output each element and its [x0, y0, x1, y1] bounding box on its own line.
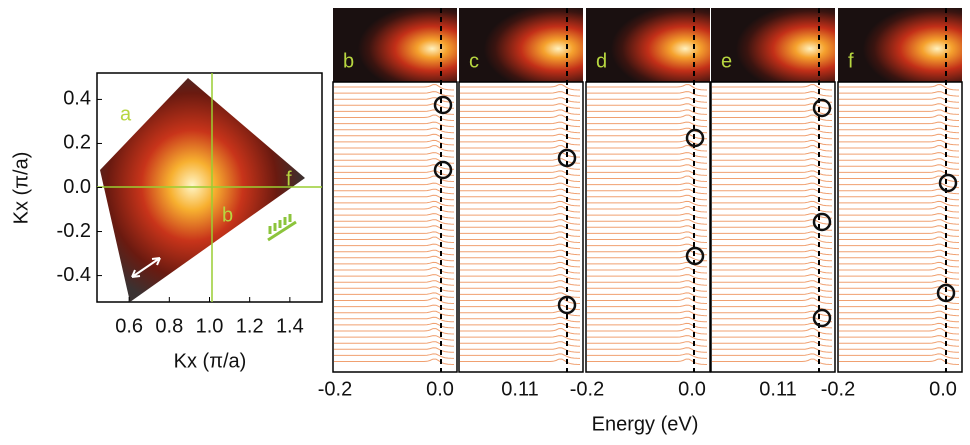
panel-label: f	[848, 50, 854, 72]
spectrum-image	[838, 8, 962, 82]
x-tick-label: 0.0	[426, 378, 454, 400]
x-tick-label: -0.2	[821, 378, 855, 400]
panel-label: c	[469, 50, 479, 72]
y-axis-label: Kx (π/a)	[10, 152, 32, 225]
x-axis-label: Energy (eV)	[592, 413, 699, 435]
x-tick-label: -0.2	[318, 378, 352, 400]
x-tick-label: 0.11	[759, 378, 796, 400]
x-tick-label: 1.2	[236, 315, 264, 337]
x-tick-label: 0.0	[929, 378, 957, 400]
figure: a b f Kx (π/a) Kx (π/a) Energy (eV) 0.6 0…	[0, 0, 970, 445]
y-tick-label: -0.4	[57, 264, 91, 286]
annotation: f	[286, 168, 292, 190]
y-tick-label: 0.4	[63, 88, 91, 110]
x-axis-label: Kx (π/a)	[174, 350, 247, 372]
annotation: b	[222, 204, 233, 226]
x-tick-label: 0.6	[115, 315, 143, 337]
y-tick-label: 0.2	[63, 132, 91, 154]
x-tick-label: 1.0	[196, 315, 224, 337]
y-tick-label: 0.0	[63, 176, 91, 198]
x-tick-label: -0.2	[570, 378, 604, 400]
panel-label: d	[596, 50, 607, 72]
panel-label: a	[120, 103, 132, 125]
y-tick-label: -0.2	[57, 220, 91, 242]
panel-label: e	[721, 50, 732, 72]
x-tick-label: 0.0	[678, 378, 706, 400]
x-tick-label: 0.8	[155, 315, 183, 337]
panel-label: b	[343, 50, 354, 72]
x-tick-label: 1.4	[276, 315, 304, 337]
x-tick-label: 0.11	[501, 378, 538, 400]
